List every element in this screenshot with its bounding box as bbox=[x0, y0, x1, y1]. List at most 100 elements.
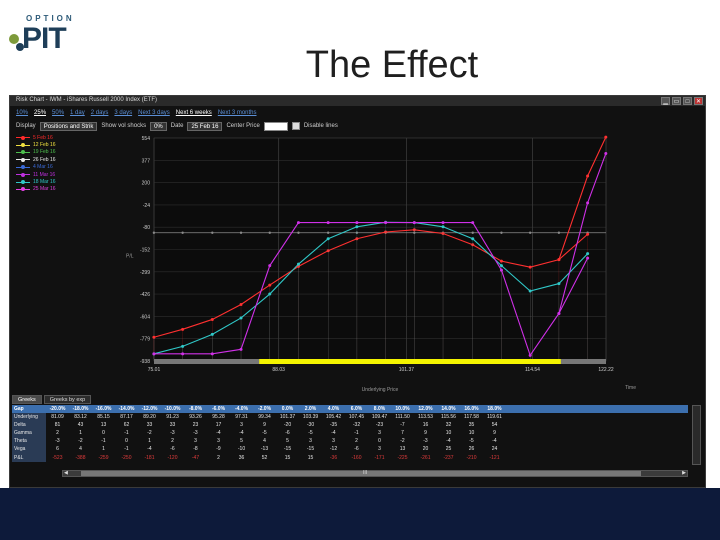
legend-swatch bbox=[16, 143, 30, 148]
legend-swatch bbox=[16, 157, 30, 162]
series-point bbox=[412, 221, 416, 225]
table-cell: 43 bbox=[77, 422, 84, 429]
table-cell: -6 bbox=[354, 446, 359, 453]
series-point bbox=[181, 344, 185, 348]
table-header-cell[interactable]: 12.0% bbox=[418, 406, 433, 412]
table-cell: -9 bbox=[216, 446, 221, 453]
legend-label: 11 Mar 16 bbox=[33, 171, 56, 178]
risk-chart: 554 377 200 -24 -80 -152 -299 -426 -604 -779 -938 7… bbox=[126, 135, 636, 393]
disable-lines-checkbox[interactable] bbox=[291, 122, 300, 130]
window-titlebar[interactable]: Risk Chart - IWM - iShares Russell 2000 … bbox=[10, 96, 705, 106]
legend-swatch bbox=[16, 172, 30, 177]
range-link[interactable]: Next 3 days bbox=[138, 110, 170, 116]
table-header-cell[interactable]: -12.0% bbox=[141, 406, 158, 412]
series-point bbox=[384, 221, 388, 225]
series-point bbox=[181, 327, 185, 331]
range-link[interactable]: 25% bbox=[34, 110, 47, 116]
legend-item[interactable]: 4 Mar 16 bbox=[16, 164, 76, 171]
range-links: 10% 25% 50% 1 day 2 days 3 days Next 3 days Nex… bbox=[16, 110, 257, 118]
table-header-cell[interactable]: 6.0% bbox=[350, 406, 363, 412]
table-header-cell[interactable]: -6.0% bbox=[211, 406, 226, 412]
table-cell: 6 bbox=[56, 446, 59, 453]
range-link[interactable]: 1 day bbox=[70, 110, 85, 116]
range-link[interactable]: 50% bbox=[52, 110, 65, 116]
table-header-cell[interactable]: 0.0% bbox=[281, 406, 294, 412]
table-header-cell[interactable]: 16.0% bbox=[464, 406, 479, 412]
table-header-cell[interactable]: 8.0% bbox=[373, 406, 386, 412]
table-header-cell[interactable]: 14.0% bbox=[441, 406, 456, 412]
table-cell: -1 bbox=[354, 430, 359, 437]
table-header-cell[interactable]: 18.0% bbox=[487, 406, 502, 412]
price-band-highlight bbox=[259, 359, 561, 364]
reference-point bbox=[181, 231, 184, 234]
table-cell: 87.17 bbox=[120, 414, 133, 421]
table-cell: 4 bbox=[263, 438, 266, 445]
legend-item[interactable]: 25 Mar 16 bbox=[16, 186, 76, 193]
close-icon[interactable]: ✕ bbox=[694, 97, 703, 105]
table-header-cell[interactable]: 4.0% bbox=[327, 406, 340, 412]
display-select[interactable]: Positions and Strik bbox=[39, 121, 98, 131]
date-select[interactable]: 25 Feb 16 bbox=[187, 121, 223, 131]
tab-greeks[interactable]: Greeks bbox=[12, 395, 42, 404]
logo-dot-green bbox=[9, 34, 19, 44]
table-cell: -3 bbox=[423, 438, 428, 445]
table-cell: -4 bbox=[331, 430, 336, 437]
y-tick-label: -299 bbox=[140, 270, 150, 276]
legend-label: 4 Mar 16 bbox=[33, 164, 53, 171]
tab-greeks-by-exp[interactable]: Greeks by exp bbox=[43, 395, 92, 404]
center-price-input[interactable] bbox=[263, 121, 288, 131]
table-header-cell[interactable]: 10.0% bbox=[395, 406, 410, 412]
legend-label: 18 Mar 16 bbox=[33, 179, 56, 186]
legend-item[interactable]: 5 Feb 16 bbox=[16, 134, 76, 141]
table-header-cell[interactable]: -16.0% bbox=[95, 406, 112, 412]
scrollbar-thumb[interactable] bbox=[81, 471, 641, 476]
restore-icon[interactable]: ▭ bbox=[672, 97, 681, 105]
table-horizontal-scrollbar[interactable]: ◀ III ▶ bbox=[62, 470, 688, 477]
table-header-cell[interactable]: 2.0% bbox=[304, 406, 317, 412]
vol-shock-select[interactable]: 0% bbox=[150, 121, 167, 131]
table-header-cell[interactable]: -8.0% bbox=[188, 406, 203, 412]
table-cell: 52 bbox=[261, 454, 268, 461]
legend-item[interactable]: 12 Feb 16 bbox=[16, 141, 76, 148]
table-cell: 17 bbox=[215, 422, 222, 429]
greeks-table: Gap -20.0% -18.0% -16.0% -14.0% -12.0% -10.0% -… bbox=[12, 405, 688, 462]
table-header-cell[interactable]: -20.0% bbox=[49, 406, 66, 412]
range-link[interactable]: 10% bbox=[16, 110, 29, 116]
optionpit-logo: OPTION PIT bbox=[8, 14, 100, 54]
table-vertical-scrollbar[interactable] bbox=[692, 405, 701, 465]
table-cell: -15 bbox=[283, 446, 292, 453]
series-point bbox=[239, 347, 243, 351]
scroll-right-icon[interactable]: ▶ bbox=[682, 470, 686, 476]
series-point bbox=[586, 201, 590, 205]
table-cell: -5 bbox=[469, 438, 474, 445]
legend-item[interactable]: 11 Mar 16 bbox=[16, 171, 76, 178]
table-cell: 13 bbox=[100, 422, 107, 429]
legend-item[interactable]: 18 Mar 16 bbox=[16, 178, 76, 185]
table-cell: -120 bbox=[167, 454, 178, 461]
legend-swatch bbox=[16, 150, 30, 155]
maximize-icon[interactable]: □ bbox=[683, 97, 692, 105]
x-tick-label: 114.54 bbox=[525, 367, 540, 373]
table-header-cell[interactable]: -18.0% bbox=[72, 406, 89, 412]
legend-label: 12 Feb 16 bbox=[33, 142, 56, 149]
table-header-cell[interactable]: -10.0% bbox=[164, 406, 181, 412]
range-link[interactable]: Next 3 months bbox=[217, 110, 257, 116]
table-row: Underlying 81.09 83.12 85.15 87.17 89.20 91.23… bbox=[12, 413, 688, 422]
range-link[interactable]: 2 days bbox=[90, 110, 109, 116]
range-link[interactable]: Next 6 weeks bbox=[175, 110, 212, 116]
table-header-cell[interactable]: -14.0% bbox=[118, 406, 135, 412]
table-cell: 1 bbox=[148, 438, 151, 445]
series-point bbox=[604, 135, 608, 139]
table-cell: 9 bbox=[263, 422, 266, 429]
legend-item[interactable]: 19 Feb 16 bbox=[16, 149, 76, 156]
scroll-left-icon[interactable]: ◀ bbox=[64, 470, 68, 476]
range-link[interactable]: 3 days bbox=[114, 110, 133, 116]
table-header-cell[interactable]: -4.0% bbox=[234, 406, 249, 412]
table-cell: -1 bbox=[124, 446, 129, 453]
legend-item[interactable]: 26 Feb 16 bbox=[16, 156, 76, 163]
table-cell: -4 bbox=[239, 430, 244, 437]
minimize-icon[interactable]: ▁ bbox=[661, 97, 670, 105]
table-cell: 81 bbox=[54, 422, 61, 429]
table-header-cell[interactable]: -2.0% bbox=[257, 406, 272, 412]
